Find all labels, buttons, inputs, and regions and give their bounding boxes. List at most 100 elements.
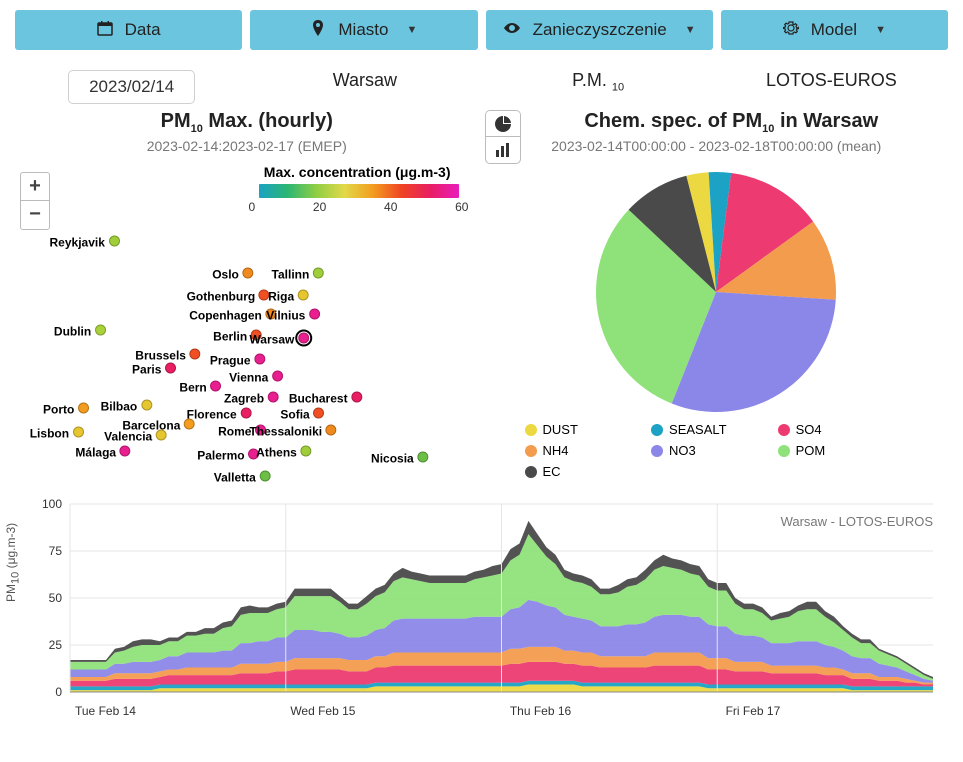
city-marker [254,354,265,365]
city-athens[interactable]: Athens [256,445,311,460]
city-marker [298,332,309,343]
eye-icon [503,20,521,40]
map-subtitle: 2023-02-14:2023-02-17 (EMEP) [15,138,479,154]
model-button[interactable]: Model▼ [721,10,948,50]
pie-subtitle: 2023-02-14T00:00:00 - 2023-02-18T00:00:0… [485,138,949,154]
city-valletta[interactable]: Valletta [214,469,271,484]
city-marker [109,235,120,246]
map-title: PM10 Max. (hourly) [15,110,479,135]
city-paris[interactable]: Paris [132,361,176,376]
date-input[interactable]: 2023/02/14 [68,70,195,104]
gear-icon [783,20,799,40]
pie-title: Chem. spec. of PM10 in Warsaw [485,110,949,135]
svg-text:0: 0 [55,685,62,699]
caret-icon: ▼ [875,24,886,36]
legend-no3[interactable]: NO3 [651,443,778,458]
city-riga[interactable]: Riga [268,288,309,303]
city-palermo[interactable]: Palermo [197,447,259,462]
colorbar-title: Max. concentration (μg.m-3) [264,164,451,180]
city-marker [351,392,362,403]
map-panel: PM10 Max. (hourly) 2023-02-14:2023-02-17… [15,110,479,492]
caret-icon: ▼ [685,24,696,36]
y-axis-label: PM10 (μg.m-3) [4,523,21,602]
city-marker [165,362,176,373]
city-marker [313,408,324,419]
city-marker [210,381,221,392]
city-marker [242,268,253,279]
legend-seasalt[interactable]: SEASALT [651,422,778,437]
legend-pom[interactable]: POM [778,443,905,458]
city-oslo[interactable]: Oslo [212,267,253,282]
selector-row: 2023/02/14 Warsaw P.M. 10 LOTOS-EUROS [0,54,963,110]
city-bucharest[interactable]: Bucharest [289,391,362,406]
x-axis-ticks: Tue Feb 14Wed Feb 15Thu Feb 16Fri Feb 17 [15,704,948,718]
city-marker [120,446,131,457]
caret-icon: ▼ [406,24,417,36]
city-vienna[interactable]: Vienna [229,369,283,384]
svg-text:25: 25 [49,638,63,652]
chart-type-toggle [485,110,521,164]
pollutant-value: P.M. 10 [482,70,715,104]
city-marker [184,419,195,430]
data-button[interactable]: Data [15,10,242,50]
city-zagreb[interactable]: Zagreb [224,391,279,406]
bar-toggle-button[interactable] [486,137,520,163]
calendar-icon [97,20,113,40]
colorbar-ticks: 0204060 [249,200,469,214]
city-gothenburg[interactable]: Gothenburg [187,288,270,303]
legend-dust[interactable]: DUST [525,422,652,437]
city-marker [240,408,251,419]
svg-text:100: 100 [42,497,62,511]
model-value: LOTOS-EUROS [715,70,948,104]
pie-legend: DUSTSEASALTSO4 NH4NO3POM EC [485,414,949,487]
city-marker [268,392,279,403]
pie-toggle-button[interactable] [486,111,520,137]
toolbar: DataMiasto▼Zanieczyszczenie▼Model▼ [0,0,963,54]
city-marker [313,268,324,279]
miasto-button[interactable]: Miasto▼ [250,10,477,50]
city-dublin[interactable]: Dublin [54,323,106,338]
city-lisbon[interactable]: Lisbon [30,426,84,441]
city-marker [78,403,89,414]
city-warsaw[interactable]: Warsaw [249,331,309,346]
city-thessaloniki[interactable]: Thessaloniki [249,423,336,438]
pie-panel: Chem. spec. of PM10 in Warsaw 2023-02-14… [485,110,949,492]
chart-caption: Warsaw - LOTOS-EUROS [781,514,933,529]
timeseries-panel: PM10 (μg.m-3) Warsaw - LOTOS-EUROS 0 25 50… [0,492,963,718]
city-bilbao[interactable]: Bilbao [101,399,152,414]
zoom-in-button[interactable]: + [21,173,49,201]
svg-text:50: 50 [49,591,63,605]
legend-ec[interactable]: EC [525,464,652,479]
pin-icon [310,20,326,40]
legend-so4[interactable]: SO4 [778,422,905,437]
pie-chart [586,164,846,414]
city-value: Warsaw [248,70,481,104]
city-sofia[interactable]: Sofia [280,407,324,422]
city-bern[interactable]: Bern [179,380,221,395]
city-prague[interactable]: Prague [210,353,265,368]
city-marker [190,349,201,360]
city-marker [95,324,106,335]
city-marker [326,424,337,435]
city-reykjavik[interactable]: Reykjavik [50,234,120,249]
city-marker [309,308,320,319]
map-cities[interactable]: Reykjavik Oslo Tallinn Gothenburg Riga C… [15,220,479,490]
city-marker [259,470,270,481]
zanieczyszczenie-button[interactable]: Zanieczyszczenie▼ [486,10,713,50]
city-porto[interactable]: Porto [43,402,89,417]
city-marker [417,451,428,462]
legend-nh4[interactable]: NH4 [525,443,652,458]
city-valencia[interactable]: Valencia [104,429,167,444]
city-marker [272,370,283,381]
city-florence[interactable]: Florence [187,407,252,422]
city-marker [298,289,309,300]
svg-text:75: 75 [49,544,63,558]
city-marker [156,430,167,441]
city-marker [300,446,311,457]
city-nicosia[interactable]: Nicosia [371,450,428,465]
city-vilnius[interactable]: Vilnius [266,307,320,322]
city-tallinn[interactable]: Tallinn [272,267,324,282]
city-málaga[interactable]: Málaga [75,445,130,460]
city-marker [141,400,152,411]
city-copenhagen[interactable]: Copenhagen [189,307,276,322]
